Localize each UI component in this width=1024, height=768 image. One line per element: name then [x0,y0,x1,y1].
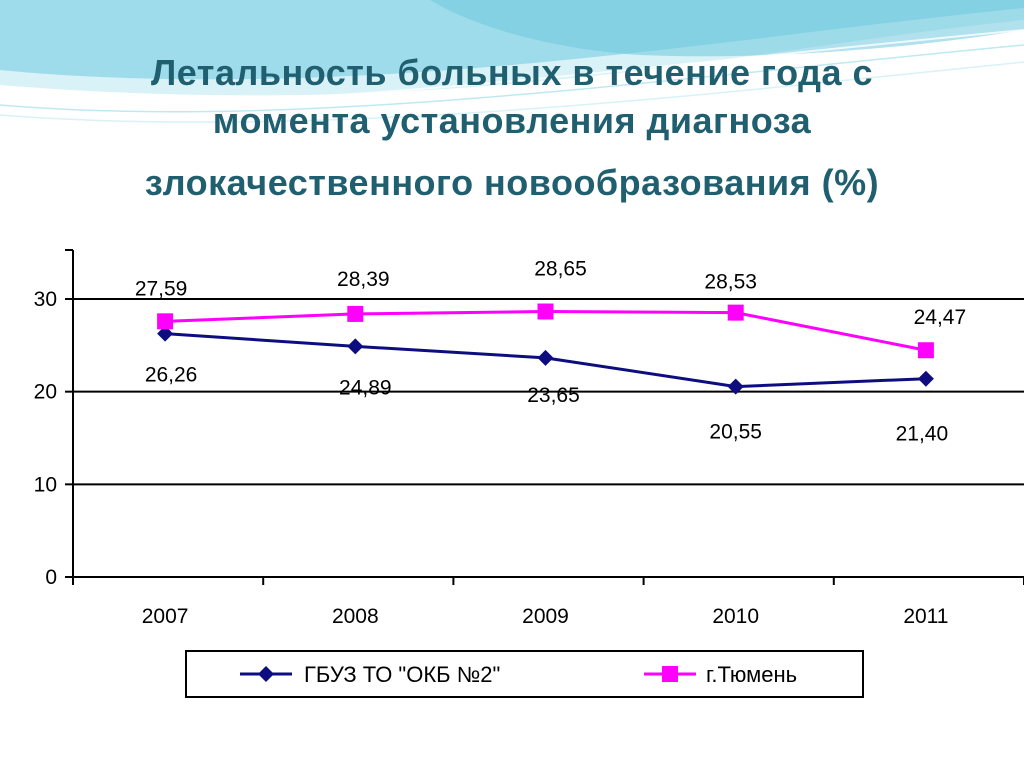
slide-title-line-3: злокачественного новообразования (%) [144,162,880,203]
point-tyumen-2007 [157,313,174,330]
wave-line-1 [0,29,1024,103]
data-label-tyumen-2008: 28,39 [337,268,390,291]
y-tick-label-20: 20 [34,381,57,404]
data-label-tyumen-2009: 28,65 [534,258,587,281]
axes: 0 10 20 30 2007 2008 2009 2010 2011 [34,249,1024,628]
wave-line-2 [0,44,1024,113]
y-tick-label-0: 0 [45,566,57,589]
data-label-okb-2010: 20,55 [709,421,762,444]
data-label-okb-2011: 21,40 [896,423,949,446]
x-tick-label-2010: 2010 [712,605,759,628]
point-tyumen-2009 [537,303,554,320]
legend-marker-okb [258,666,274,682]
series [157,303,934,395]
x-tick-label-2007: 2007 [142,605,189,628]
data-label-okb-2008: 24,89 [339,376,392,399]
x-tick-label-2009: 2009 [522,605,569,628]
point-okb-2009 [537,349,554,366]
wave-line-3 [0,61,1024,123]
point-tyumen-2008 [347,305,364,322]
data-label-okb-2009: 23,65 [527,384,580,407]
legend-box [185,650,864,698]
data-label-tyumen-2007: 27,59 [135,277,188,300]
slide-title-line-1: Летальность больных в течение года с [151,52,873,93]
x-tick-label-2008: 2008 [332,605,379,628]
wave-band-deep [430,0,1024,57]
point-okb-2010 [727,378,744,395]
data-labels: 26,26 24,89 23,65 20,55 21,40 27,59 28,39 28,65… [135,258,966,446]
point-okb-2011 [917,370,934,387]
point-okb-2008 [347,338,364,355]
point-tyumen-2010 [727,304,744,321]
legend-label-tyumen: г.Тюмень [706,662,797,687]
legend: ГБУЗ ТО "ОКБ №2" г.Тюмень [185,650,864,698]
x-tick-label-2011: 2011 [903,605,948,628]
data-label-tyumen-2011: 24,47 [914,306,967,329]
y-tick-label-10: 10 [34,473,57,496]
slide-title-line-2: момента установления диагноза [212,100,812,141]
data-label-tyumen-2010: 28,53 [704,271,757,294]
point-tyumen-2011 [917,342,934,359]
legend-label-okb: ГБУЗ ТО "ОКБ №2" [304,662,500,687]
data-label-okb-2007: 26,26 [145,364,198,387]
chart-area [18,212,1024,705]
point-okb-2007 [157,325,174,342]
gridlines [73,298,1024,486]
legend-marker-tyumen [662,666,678,682]
y-tick-label-30: 30 [34,288,57,311]
